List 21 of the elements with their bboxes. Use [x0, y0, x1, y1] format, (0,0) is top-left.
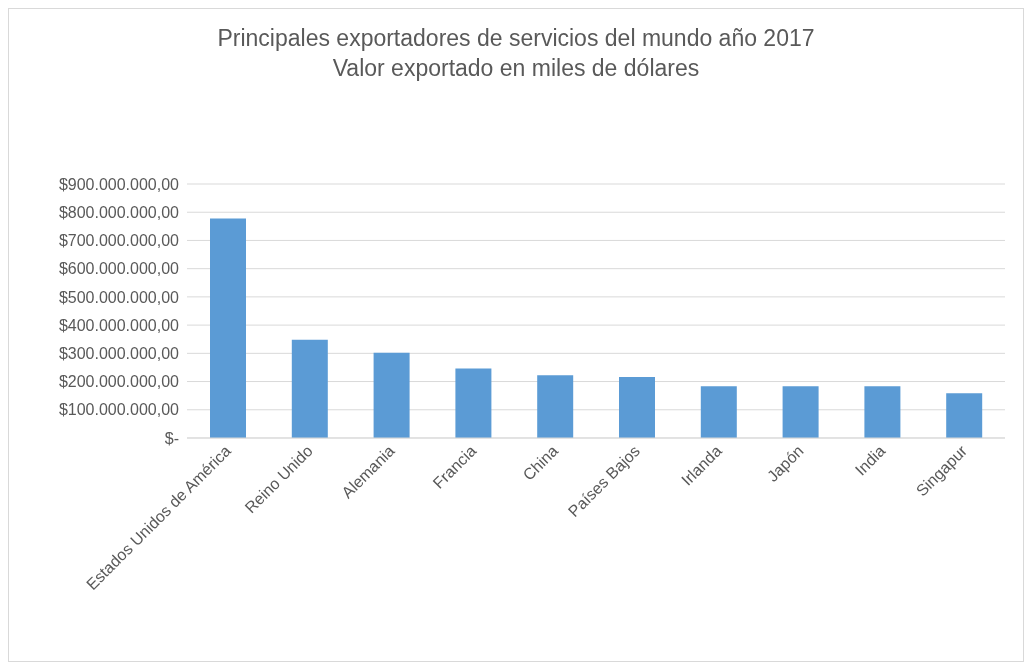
- bar: [537, 375, 574, 438]
- y-tick-label: $800.000.000,00: [58, 203, 180, 221]
- bar: [946, 393, 983, 438]
- y-tick-label: $300.000.000,00: [58, 345, 180, 363]
- bar: [455, 368, 492, 438]
- bar: [210, 218, 246, 438]
- bar: [782, 386, 819, 438]
- bar: [700, 386, 737, 438]
- y-tick-label: $600.000.000,00: [58, 260, 180, 278]
- y-tick-label: $-: [164, 429, 179, 447]
- bar: [291, 339, 328, 438]
- y-tick-label: $900.000.000,00: [58, 175, 180, 193]
- bar: [373, 352, 410, 438]
- y-tick-label: $100.000.000,00: [58, 401, 180, 419]
- y-tick-label: $200.000.000,00: [58, 373, 180, 391]
- y-tick-label: $700.000.000,00: [58, 232, 180, 250]
- chart-title: Principales exportadores de servicios del mundo año 2017 Valor exportado en miles de dólares: [216, 24, 816, 83]
- y-tick-label: $500.000.000,00: [58, 288, 180, 306]
- bar: [864, 386, 901, 438]
- y-tick-label: $400.000.000,00: [58, 316, 180, 334]
- bar: [619, 377, 655, 438]
